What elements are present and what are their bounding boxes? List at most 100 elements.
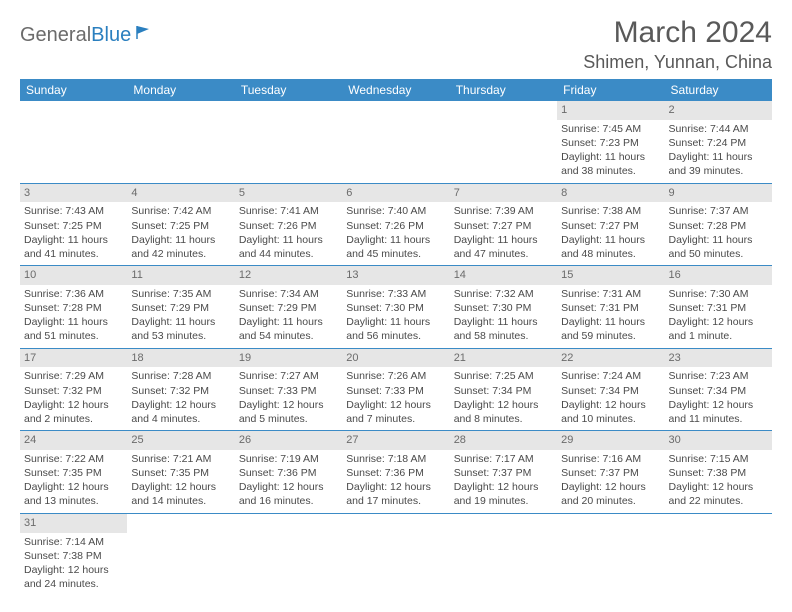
day-number: 20 xyxy=(342,349,449,368)
cell-body: Sunrise: 7:25 AMSunset: 7:34 PMDaylight:… xyxy=(450,367,557,430)
sunrise-text: Sunrise: 7:14 AM xyxy=(24,535,123,549)
daylight-text: Daylight: 12 hours and 22 minutes. xyxy=(669,480,768,508)
daylight-text: Daylight: 12 hours and 17 minutes. xyxy=(346,480,445,508)
sunrise-text: Sunrise: 7:37 AM xyxy=(669,204,768,218)
sunset-text: Sunset: 7:33 PM xyxy=(239,384,338,398)
sunrise-text: Sunrise: 7:27 AM xyxy=(239,369,338,383)
calendar-cell xyxy=(342,513,449,595)
sunset-text: Sunset: 7:25 PM xyxy=(24,219,123,233)
daylight-text: Daylight: 11 hours and 51 minutes. xyxy=(24,315,123,343)
daylight-text: Daylight: 11 hours and 59 minutes. xyxy=(561,315,660,343)
daylight-text: Daylight: 11 hours and 41 minutes. xyxy=(24,233,123,261)
sunset-text: Sunset: 7:26 PM xyxy=(239,219,338,233)
weekday-header: Wednesday xyxy=(342,79,449,101)
calendar-cell: 11Sunrise: 7:35 AMSunset: 7:29 PMDayligh… xyxy=(127,266,234,349)
sunset-text: Sunset: 7:24 PM xyxy=(669,136,768,150)
calendar-week-row: 3Sunrise: 7:43 AMSunset: 7:25 PMDaylight… xyxy=(20,183,772,266)
day-number: 17 xyxy=(20,349,127,368)
daylight-text: Daylight: 12 hours and 11 minutes. xyxy=(669,398,768,426)
calendar-week-row: 24Sunrise: 7:22 AMSunset: 7:35 PMDayligh… xyxy=(20,431,772,514)
daylight-text: Daylight: 12 hours and 10 minutes. xyxy=(561,398,660,426)
daylight-text: Daylight: 12 hours and 16 minutes. xyxy=(239,480,338,508)
sunset-text: Sunset: 7:27 PM xyxy=(454,219,553,233)
daylight-text: Daylight: 12 hours and 13 minutes. xyxy=(24,480,123,508)
sunset-text: Sunset: 7:37 PM xyxy=(561,466,660,480)
sunrise-text: Sunrise: 7:30 AM xyxy=(669,287,768,301)
day-number: 16 xyxy=(665,266,772,285)
day-number: 19 xyxy=(235,349,342,368)
sunset-text: Sunset: 7:29 PM xyxy=(239,301,338,315)
sunset-text: Sunset: 7:38 PM xyxy=(669,466,768,480)
title-block: March 2024 Shimen, Yunnan, China xyxy=(583,16,772,73)
weekday-header: Sunday xyxy=(20,79,127,101)
calendar-cell: 17Sunrise: 7:29 AMSunset: 7:32 PMDayligh… xyxy=(20,348,127,431)
sunset-text: Sunset: 7:32 PM xyxy=(131,384,230,398)
calendar-cell: 15Sunrise: 7:31 AMSunset: 7:31 PMDayligh… xyxy=(557,266,664,349)
sunrise-text: Sunrise: 7:34 AM xyxy=(239,287,338,301)
sunrise-text: Sunrise: 7:29 AM xyxy=(24,369,123,383)
month-title: March 2024 xyxy=(583,16,772,50)
calendar-cell: 9Sunrise: 7:37 AMSunset: 7:28 PMDaylight… xyxy=(665,183,772,266)
day-number: 15 xyxy=(557,266,664,285)
calendar-cell: 8Sunrise: 7:38 AMSunset: 7:27 PMDaylight… xyxy=(557,183,664,266)
cell-body: Sunrise: 7:29 AMSunset: 7:32 PMDaylight:… xyxy=(20,367,127,430)
cell-body: Sunrise: 7:32 AMSunset: 7:30 PMDaylight:… xyxy=(450,285,557,348)
sunset-text: Sunset: 7:28 PM xyxy=(669,219,768,233)
calendar-cell: 23Sunrise: 7:23 AMSunset: 7:34 PMDayligh… xyxy=(665,348,772,431)
sunset-text: Sunset: 7:33 PM xyxy=(346,384,445,398)
daylight-text: Daylight: 12 hours and 20 minutes. xyxy=(561,480,660,508)
sunset-text: Sunset: 7:36 PM xyxy=(346,466,445,480)
daylight-text: Daylight: 12 hours and 4 minutes. xyxy=(131,398,230,426)
sunrise-text: Sunrise: 7:25 AM xyxy=(454,369,553,383)
daylight-text: Daylight: 11 hours and 58 minutes. xyxy=(454,315,553,343)
sunrise-text: Sunrise: 7:17 AM xyxy=(454,452,553,466)
daylight-text: Daylight: 11 hours and 38 minutes. xyxy=(561,150,660,178)
daylight-text: Daylight: 11 hours and 50 minutes. xyxy=(669,233,768,261)
cell-body: Sunrise: 7:28 AMSunset: 7:32 PMDaylight:… xyxy=(127,367,234,430)
calendar-cell: 2Sunrise: 7:44 AMSunset: 7:24 PMDaylight… xyxy=(665,101,772,183)
sunrise-text: Sunrise: 7:31 AM xyxy=(561,287,660,301)
cell-body: Sunrise: 7:38 AMSunset: 7:27 PMDaylight:… xyxy=(557,202,664,265)
calendar-cell: 18Sunrise: 7:28 AMSunset: 7:32 PMDayligh… xyxy=(127,348,234,431)
calendar-cell: 27Sunrise: 7:18 AMSunset: 7:36 PMDayligh… xyxy=(342,431,449,514)
calendar-cell: 21Sunrise: 7:25 AMSunset: 7:34 PMDayligh… xyxy=(450,348,557,431)
calendar-cell xyxy=(127,101,234,183)
calendar-cell: 31Sunrise: 7:14 AMSunset: 7:38 PMDayligh… xyxy=(20,513,127,595)
daylight-text: Daylight: 11 hours and 48 minutes. xyxy=(561,233,660,261)
calendar-cell: 26Sunrise: 7:19 AMSunset: 7:36 PMDayligh… xyxy=(235,431,342,514)
calendar-week-row: 1Sunrise: 7:45 AMSunset: 7:23 PMDaylight… xyxy=(20,101,772,183)
cell-body: Sunrise: 7:40 AMSunset: 7:26 PMDaylight:… xyxy=(342,202,449,265)
day-number: 5 xyxy=(235,184,342,203)
cell-body: Sunrise: 7:27 AMSunset: 7:33 PMDaylight:… xyxy=(235,367,342,430)
calendar-cell xyxy=(235,101,342,183)
day-number: 30 xyxy=(665,431,772,450)
calendar-table: SundayMondayTuesdayWednesdayThursdayFrid… xyxy=(20,79,772,595)
day-number: 4 xyxy=(127,184,234,203)
calendar-cell: 16Sunrise: 7:30 AMSunset: 7:31 PMDayligh… xyxy=(665,266,772,349)
day-number: 11 xyxy=(127,266,234,285)
logo-word1: General xyxy=(20,24,91,46)
day-number: 31 xyxy=(20,514,127,533)
calendar-cell xyxy=(235,513,342,595)
daylight-text: Daylight: 11 hours and 39 minutes. xyxy=(669,150,768,178)
daylight-text: Daylight: 12 hours and 14 minutes. xyxy=(131,480,230,508)
day-number: 25 xyxy=(127,431,234,450)
sunset-text: Sunset: 7:36 PM xyxy=(239,466,338,480)
calendar-cell xyxy=(557,513,664,595)
sunrise-text: Sunrise: 7:26 AM xyxy=(346,369,445,383)
sunset-text: Sunset: 7:37 PM xyxy=(454,466,553,480)
cell-body: Sunrise: 7:19 AMSunset: 7:36 PMDaylight:… xyxy=(235,450,342,513)
weekday-header: Monday xyxy=(127,79,234,101)
cell-body: Sunrise: 7:26 AMSunset: 7:33 PMDaylight:… xyxy=(342,367,449,430)
cell-body: Sunrise: 7:31 AMSunset: 7:31 PMDaylight:… xyxy=(557,285,664,348)
logo-word2: Blue xyxy=(91,24,131,46)
weekday-header: Tuesday xyxy=(235,79,342,101)
day-number: 2 xyxy=(665,101,772,120)
weekday-header-row: SundayMondayTuesdayWednesdayThursdayFrid… xyxy=(20,79,772,101)
day-number: 8 xyxy=(557,184,664,203)
calendar-cell: 13Sunrise: 7:33 AMSunset: 7:30 PMDayligh… xyxy=(342,266,449,349)
cell-body: Sunrise: 7:41 AMSunset: 7:26 PMDaylight:… xyxy=(235,202,342,265)
daylight-text: Daylight: 12 hours and 5 minutes. xyxy=(239,398,338,426)
calendar-week-row: 10Sunrise: 7:36 AMSunset: 7:28 PMDayligh… xyxy=(20,266,772,349)
sunset-text: Sunset: 7:32 PM xyxy=(24,384,123,398)
